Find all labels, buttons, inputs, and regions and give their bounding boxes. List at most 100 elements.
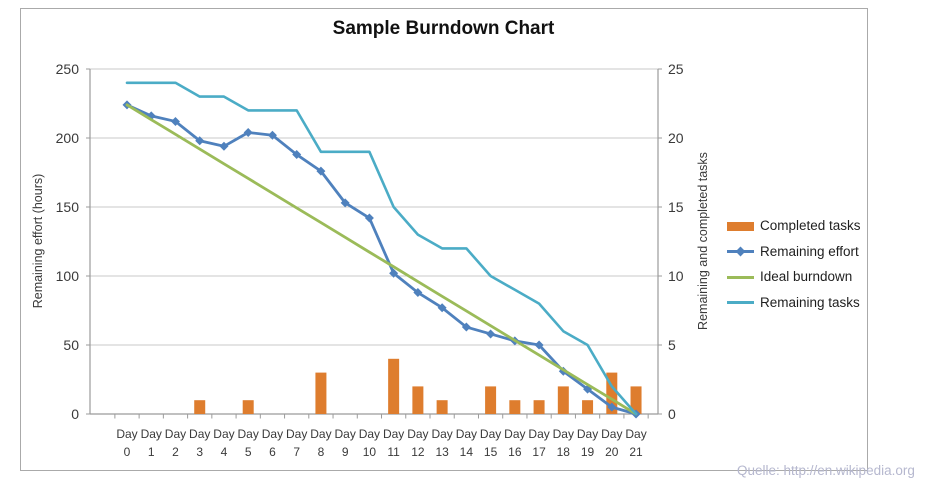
bar-completed-tasks: [630, 386, 642, 414]
x-tick-label: 14: [460, 445, 474, 459]
bar-completed-tasks: [315, 372, 327, 414]
bar-completed-tasks: [557, 386, 569, 414]
x-tick-label: 9: [342, 445, 349, 459]
x-tick-label: 21: [629, 445, 643, 459]
diamond-marker: [267, 130, 277, 140]
diamond-marker: [292, 150, 302, 160]
bar-swatch: [727, 220, 754, 232]
x-tick-label-prefix: Day: [262, 427, 283, 441]
x-tick-label: 15: [484, 445, 498, 459]
bar-completed-tasks: [412, 386, 424, 414]
right-tick-label: 15: [668, 199, 684, 215]
legend-label: Completed tasks: [760, 218, 861, 234]
legend-diamond-icon: [735, 246, 746, 257]
x-tick-label-prefix: Day: [625, 427, 646, 441]
right-tick-label: 5: [668, 337, 676, 353]
bar-completed-tasks: [242, 400, 254, 414]
x-tick-label: 19: [581, 445, 595, 459]
x-tick-label-prefix: Day: [310, 427, 331, 441]
bar-completed-tasks: [485, 386, 497, 414]
left-tick-label: 50: [63, 337, 79, 353]
right-tick-label: 25: [668, 61, 684, 77]
x-tick-label-prefix: Day: [528, 427, 549, 441]
x-tick-label: 17: [532, 445, 546, 459]
x-tick-label-prefix: Day: [407, 427, 428, 441]
x-tick-label: 18: [557, 445, 571, 459]
diamond-marker: [607, 402, 617, 412]
bar-completed-tasks: [388, 358, 400, 414]
bar-completed-tasks: [606, 372, 618, 414]
legend-label: Remaining effort: [760, 243, 859, 259]
chart-title: Sample Burndown Chart: [332, 18, 555, 39]
x-tick-label: 7: [293, 445, 300, 459]
line-remaining-tasks: [125, 81, 638, 416]
x-tick-label-prefix: Day: [553, 427, 574, 441]
line-swatch: [727, 296, 754, 308]
legend-entry-remaining-tasks: Remaining tasks: [727, 290, 861, 316]
x-tick-label-prefix: Day: [165, 427, 186, 441]
x-tick-label: 1: [148, 445, 155, 459]
x-tick-label: 5: [245, 445, 252, 459]
x-tick-label-prefix: Day: [456, 427, 477, 441]
diamond-marker: [437, 303, 447, 313]
diamond-marker: [413, 288, 423, 298]
x-tick-label: 12: [411, 445, 425, 459]
diamond-marker: [389, 268, 399, 278]
x-tick-label-prefix: Day: [577, 427, 598, 441]
diamond-marker: [316, 166, 326, 176]
x-tick-label-prefix: Day: [480, 427, 501, 441]
line-swatch: [727, 245, 754, 257]
diamond-marker: [534, 340, 544, 350]
x-tick-label-prefix: Day: [238, 427, 259, 441]
left-tick-label: 150: [56, 199, 80, 215]
x-tick-label: 3: [196, 445, 203, 459]
bar-completed-tasks: [533, 400, 545, 414]
bar-completed-tasks: [194, 400, 206, 414]
left-tick-label: 0: [71, 406, 79, 422]
x-tick-label: 8: [318, 445, 325, 459]
diamond-marker: [461, 322, 471, 332]
left-tick-label: 100: [56, 268, 80, 284]
diamond-marker: [195, 136, 205, 146]
x-tick-label-prefix: Day: [504, 427, 525, 441]
x-tick-label: 2: [172, 445, 179, 459]
x-tick-label-prefix: Day: [141, 427, 162, 441]
x-tick-label-prefix: Day: [286, 427, 307, 441]
x-tick-label: 0: [124, 445, 131, 459]
x-tick-label: 4: [221, 445, 228, 459]
legend-entry-remaining-effort: Remaining effort: [727, 239, 861, 265]
x-tick-label: 10: [363, 445, 377, 459]
line-ideal-burndown: [125, 103, 638, 416]
bar-completed-tasks: [582, 400, 594, 414]
x-tick-label: 16: [508, 445, 522, 459]
legend-bar-icon: [727, 221, 754, 231]
left-tick-label: 250: [56, 61, 80, 77]
legend-label: Ideal burndown: [760, 269, 853, 285]
x-tick-label-prefix: Day: [213, 427, 234, 441]
diamond-marker: [219, 141, 229, 151]
legend-line-icon: [727, 301, 754, 305]
diamond-marker: [364, 213, 374, 223]
x-tick-label: 11: [387, 445, 400, 459]
bar-completed-tasks: [436, 400, 448, 414]
diamond-marker: [340, 198, 350, 208]
right-tick-label: 10: [668, 268, 684, 284]
right-tick-label: 0: [668, 406, 676, 422]
diamond-marker: [170, 116, 180, 126]
x-tick-label-prefix: Day: [359, 427, 380, 441]
x-tick-label: 20: [605, 445, 619, 459]
legend-entry-completed-tasks: Completed tasks: [727, 213, 861, 239]
diamond-marker: [486, 329, 496, 339]
x-tick-label: 6: [269, 445, 276, 459]
x-tick-label-prefix: Day: [116, 427, 137, 441]
diamond-marker: [243, 127, 253, 137]
x-tick-label-prefix: Day: [189, 427, 210, 441]
x-tick-label-prefix: Day: [383, 427, 404, 441]
x-tick-label-prefix: Day: [431, 427, 452, 441]
line-remaining-effort: [125, 103, 638, 416]
chart-border: [20, 8, 868, 471]
left-tick-label: 200: [56, 130, 80, 146]
bar-completed-tasks: [509, 400, 521, 414]
